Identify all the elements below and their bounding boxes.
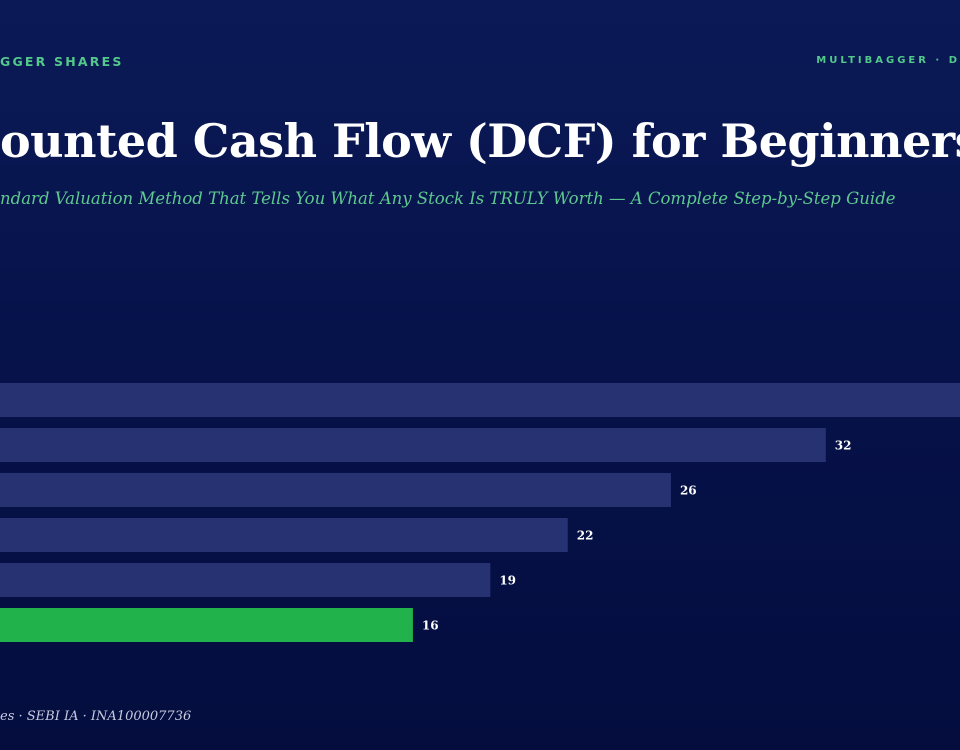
brand-left-text: GGER SHARES — [0, 54, 124, 69]
bar-0 — [0, 383, 960, 417]
bar-value-label-1: 32 — [835, 439, 852, 453]
bar-3 — [0, 518, 568, 552]
bar-1 — [0, 428, 826, 462]
bar-2 — [0, 473, 671, 507]
bar-value-label-5: 16 — [422, 619, 439, 633]
bar-4 — [0, 563, 491, 597]
page-subtitle: ndard Valuation Method That Tells You Wh… — [0, 189, 896, 208]
bar-value-label-4: 19 — [499, 574, 516, 588]
bar-value-label-3: 22 — [577, 529, 594, 543]
bar-value-label-2: 26 — [680, 484, 697, 498]
brand-right-text: MULTIBAGGER · D — [816, 55, 960, 66]
bar-5 — [0, 608, 413, 642]
footer-text: es · SEBI IA · INA100007736 — [0, 709, 192, 724]
page-title: ounted Cash Flow (DCF) for Beginners — [0, 114, 960, 168]
